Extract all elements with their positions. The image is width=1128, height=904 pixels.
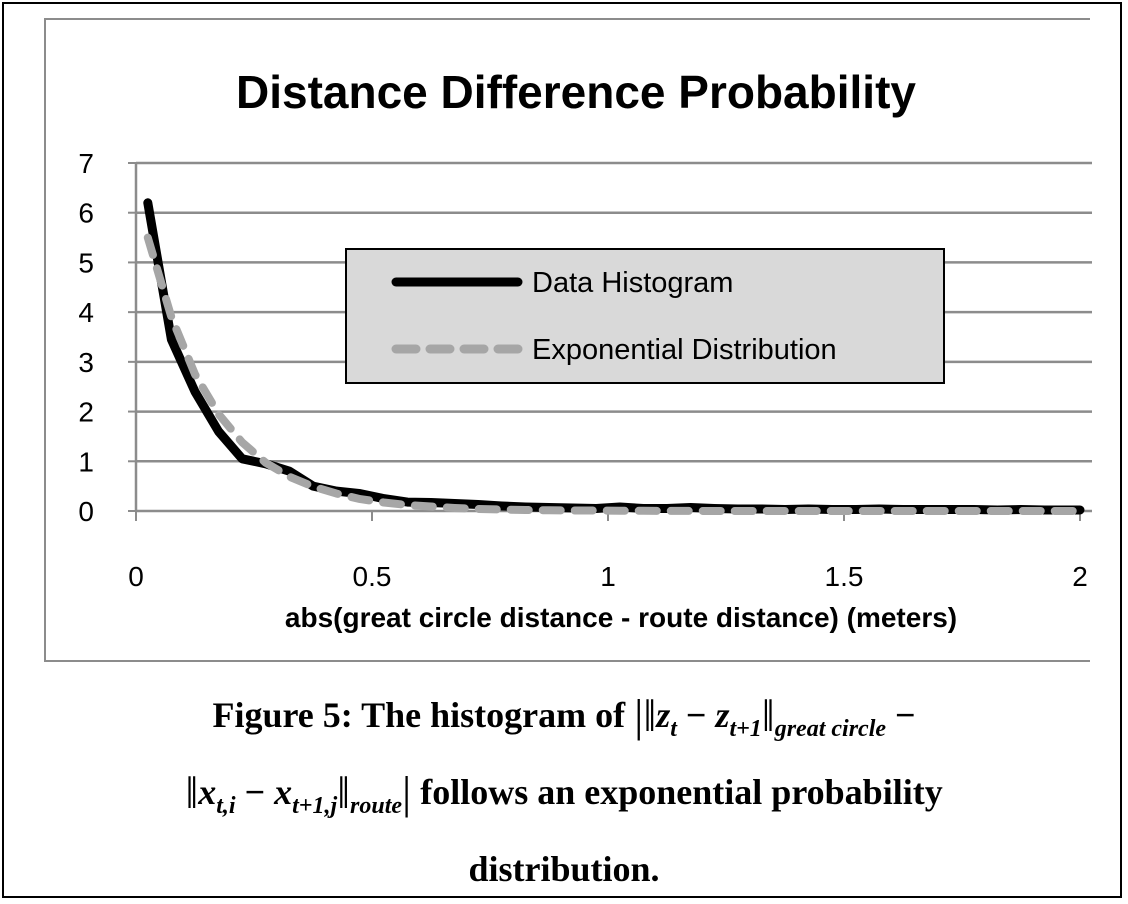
y-tick-label: 5	[78, 247, 94, 278]
y-tick-label: 7	[78, 148, 94, 179]
caption-minus-2: −	[895, 695, 916, 735]
y-tick-label: 1	[78, 446, 94, 477]
legend-label: Data Histogram	[532, 267, 733, 299]
caption-great-circle-sub: great circle	[774, 716, 887, 742]
figure-caption: Figure 5: The histogram of |‖zt − zt+1‖g…	[4, 684, 1124, 901]
y-tick-label: 6	[78, 198, 94, 229]
caption-z-t1: z	[715, 695, 730, 735]
line-chart: Distance Difference Probability 0 1 2 3 4 5 6 7 0…	[78, 66, 1092, 633]
x-tick-label: 0	[128, 561, 144, 592]
caption-route-sub: route	[350, 793, 403, 819]
chart-area: Distance Difference Probability 0 1 2 3 4 5 6 7 0…	[44, 18, 1092, 662]
caption-suffix: follows an exponential probability	[420, 772, 943, 812]
y-tick-label: 3	[78, 347, 94, 378]
y-tick-label: 0	[78, 496, 94, 527]
caption-z-t-sub: t	[670, 716, 677, 742]
x-tick-label: 0.5	[353, 561, 392, 592]
caption-minus-3: −	[244, 772, 266, 812]
caption-x-ti: x	[198, 772, 217, 812]
x-tick-label: 1	[600, 561, 616, 592]
series-line-exponential-distribution	[143, 233, 1084, 515]
y-tick-label: 2	[78, 397, 94, 428]
y-tick-label: 4	[78, 297, 94, 328]
caption-x-t1j: x	[274, 772, 293, 812]
x-tick-label: 1.5	[825, 561, 864, 592]
caption-x-t1j-sub: t+1,j	[292, 793, 338, 819]
caption-minus-1: −	[685, 695, 707, 735]
legend-label: Exponential Distribution	[532, 334, 837, 366]
x-tick-label: 2	[1072, 561, 1088, 592]
caption-line-2: ‖xt,i − xt+1,j‖route| follows an exponen…	[185, 767, 943, 819]
caption-z-t: z	[656, 695, 671, 735]
x-axis-label: abs(great circle distance - route distan…	[285, 602, 957, 633]
caption-line-1: Figure 5: The histogram of |‖zt − zt+1‖g…	[212, 690, 916, 742]
caption-x-ti-sub: t,i	[216, 793, 236, 819]
legend-box	[345, 248, 945, 384]
caption-prefix: Figure 5: The histogram of	[212, 695, 626, 735]
caption-z-t1-sub: t+1	[729, 716, 762, 742]
caption-line-3: distribution.	[468, 849, 660, 889]
chart-title: Distance Difference Probability	[236, 66, 916, 118]
